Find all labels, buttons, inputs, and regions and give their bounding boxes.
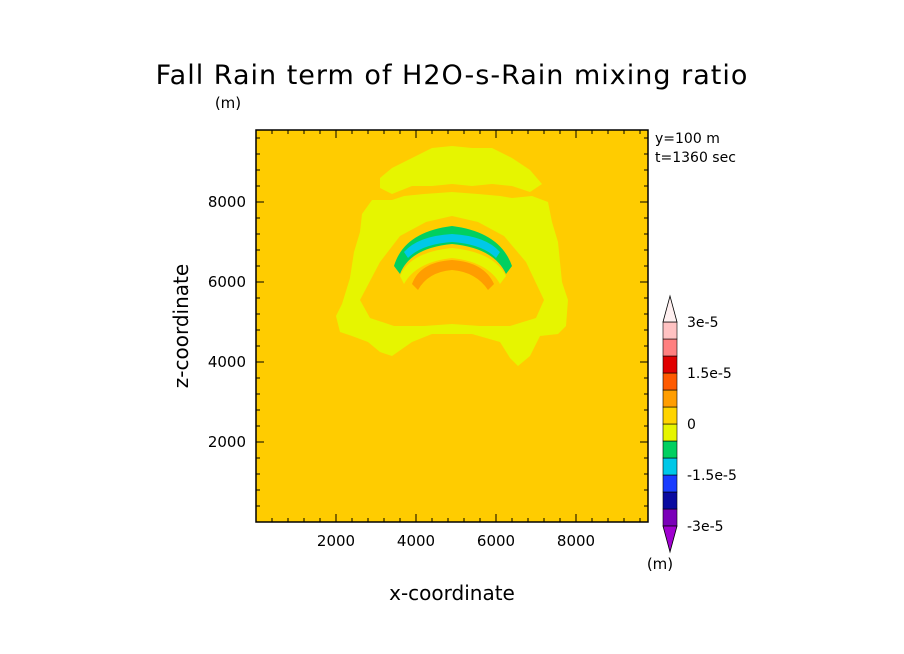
green-arc-band bbox=[394, 226, 512, 274]
y-axis-tick-labels: 2000 4000 6000 8000 bbox=[208, 193, 246, 451]
x-axis-tick-labels: 2000 4000 6000 8000 bbox=[317, 532, 595, 550]
y-tick-label: 6000 bbox=[208, 273, 246, 291]
colorbar-segment bbox=[662, 491, 678, 510]
colorbar-units: (m) bbox=[647, 555, 673, 573]
colorbar-tick-label: 1.5e-5 bbox=[687, 366, 732, 382]
inner-yellow-arc bbox=[400, 248, 506, 284]
colorbar-tick-label: -1.5e-5 bbox=[687, 468, 737, 484]
y-axis-ticks bbox=[256, 137, 648, 507]
title-units: (m) bbox=[215, 94, 241, 112]
x-tick-label: 2000 bbox=[317, 532, 355, 550]
colorbar-segment bbox=[662, 389, 678, 408]
colorbar-segment bbox=[662, 372, 678, 391]
x-axis-ticks bbox=[271, 130, 641, 522]
colorbar-labels: 3e-5 1.5e-5 0 -1.5e-5 -3e-5 bbox=[687, 315, 737, 535]
x-tick-label: 8000 bbox=[557, 532, 595, 550]
y-axis-label: z-coordinate bbox=[169, 264, 193, 388]
plot-frame bbox=[255, 129, 649, 523]
colorbar-segment bbox=[662, 474, 678, 493]
x-tick-label: 6000 bbox=[477, 532, 515, 550]
colorbar-segment bbox=[662, 508, 678, 527]
colorbar-under-triangle bbox=[662, 525, 678, 554]
chart-title: Fall Rain term of H2O-s-Rain mixing rati… bbox=[156, 60, 749, 91]
y-tick-label: 8000 bbox=[208, 193, 246, 211]
upper-yellow-band bbox=[380, 146, 542, 194]
inner-background-patch bbox=[360, 216, 544, 326]
colorbar-tick-label: 3e-5 bbox=[687, 315, 718, 331]
colorbar-segment bbox=[662, 457, 678, 476]
colorbar-segment bbox=[662, 406, 678, 425]
colorbar-segment bbox=[662, 338, 678, 357]
colorbar-segment bbox=[662, 440, 678, 459]
orange-core-arc bbox=[412, 260, 494, 290]
colorbar-segment bbox=[662, 355, 678, 374]
annotation-y: y=100 m bbox=[655, 131, 720, 147]
colorbar-segment bbox=[662, 321, 678, 340]
y-tick-label: 4000 bbox=[208, 353, 246, 371]
cyan-arc-band bbox=[404, 234, 500, 258]
colorbar bbox=[662, 294, 678, 554]
x-axis-label: x-coordinate bbox=[389, 581, 515, 605]
x-tick-label: 4000 bbox=[397, 532, 435, 550]
colorbar-over-triangle bbox=[662, 294, 678, 323]
colorbar-tick-label: 0 bbox=[687, 417, 696, 433]
annotation-t: t=1360 sec bbox=[655, 150, 736, 166]
colorbar-tick-label: -3e-5 bbox=[687, 519, 724, 535]
colorbar-segment bbox=[662, 423, 678, 442]
y-tick-label: 2000 bbox=[208, 433, 246, 451]
